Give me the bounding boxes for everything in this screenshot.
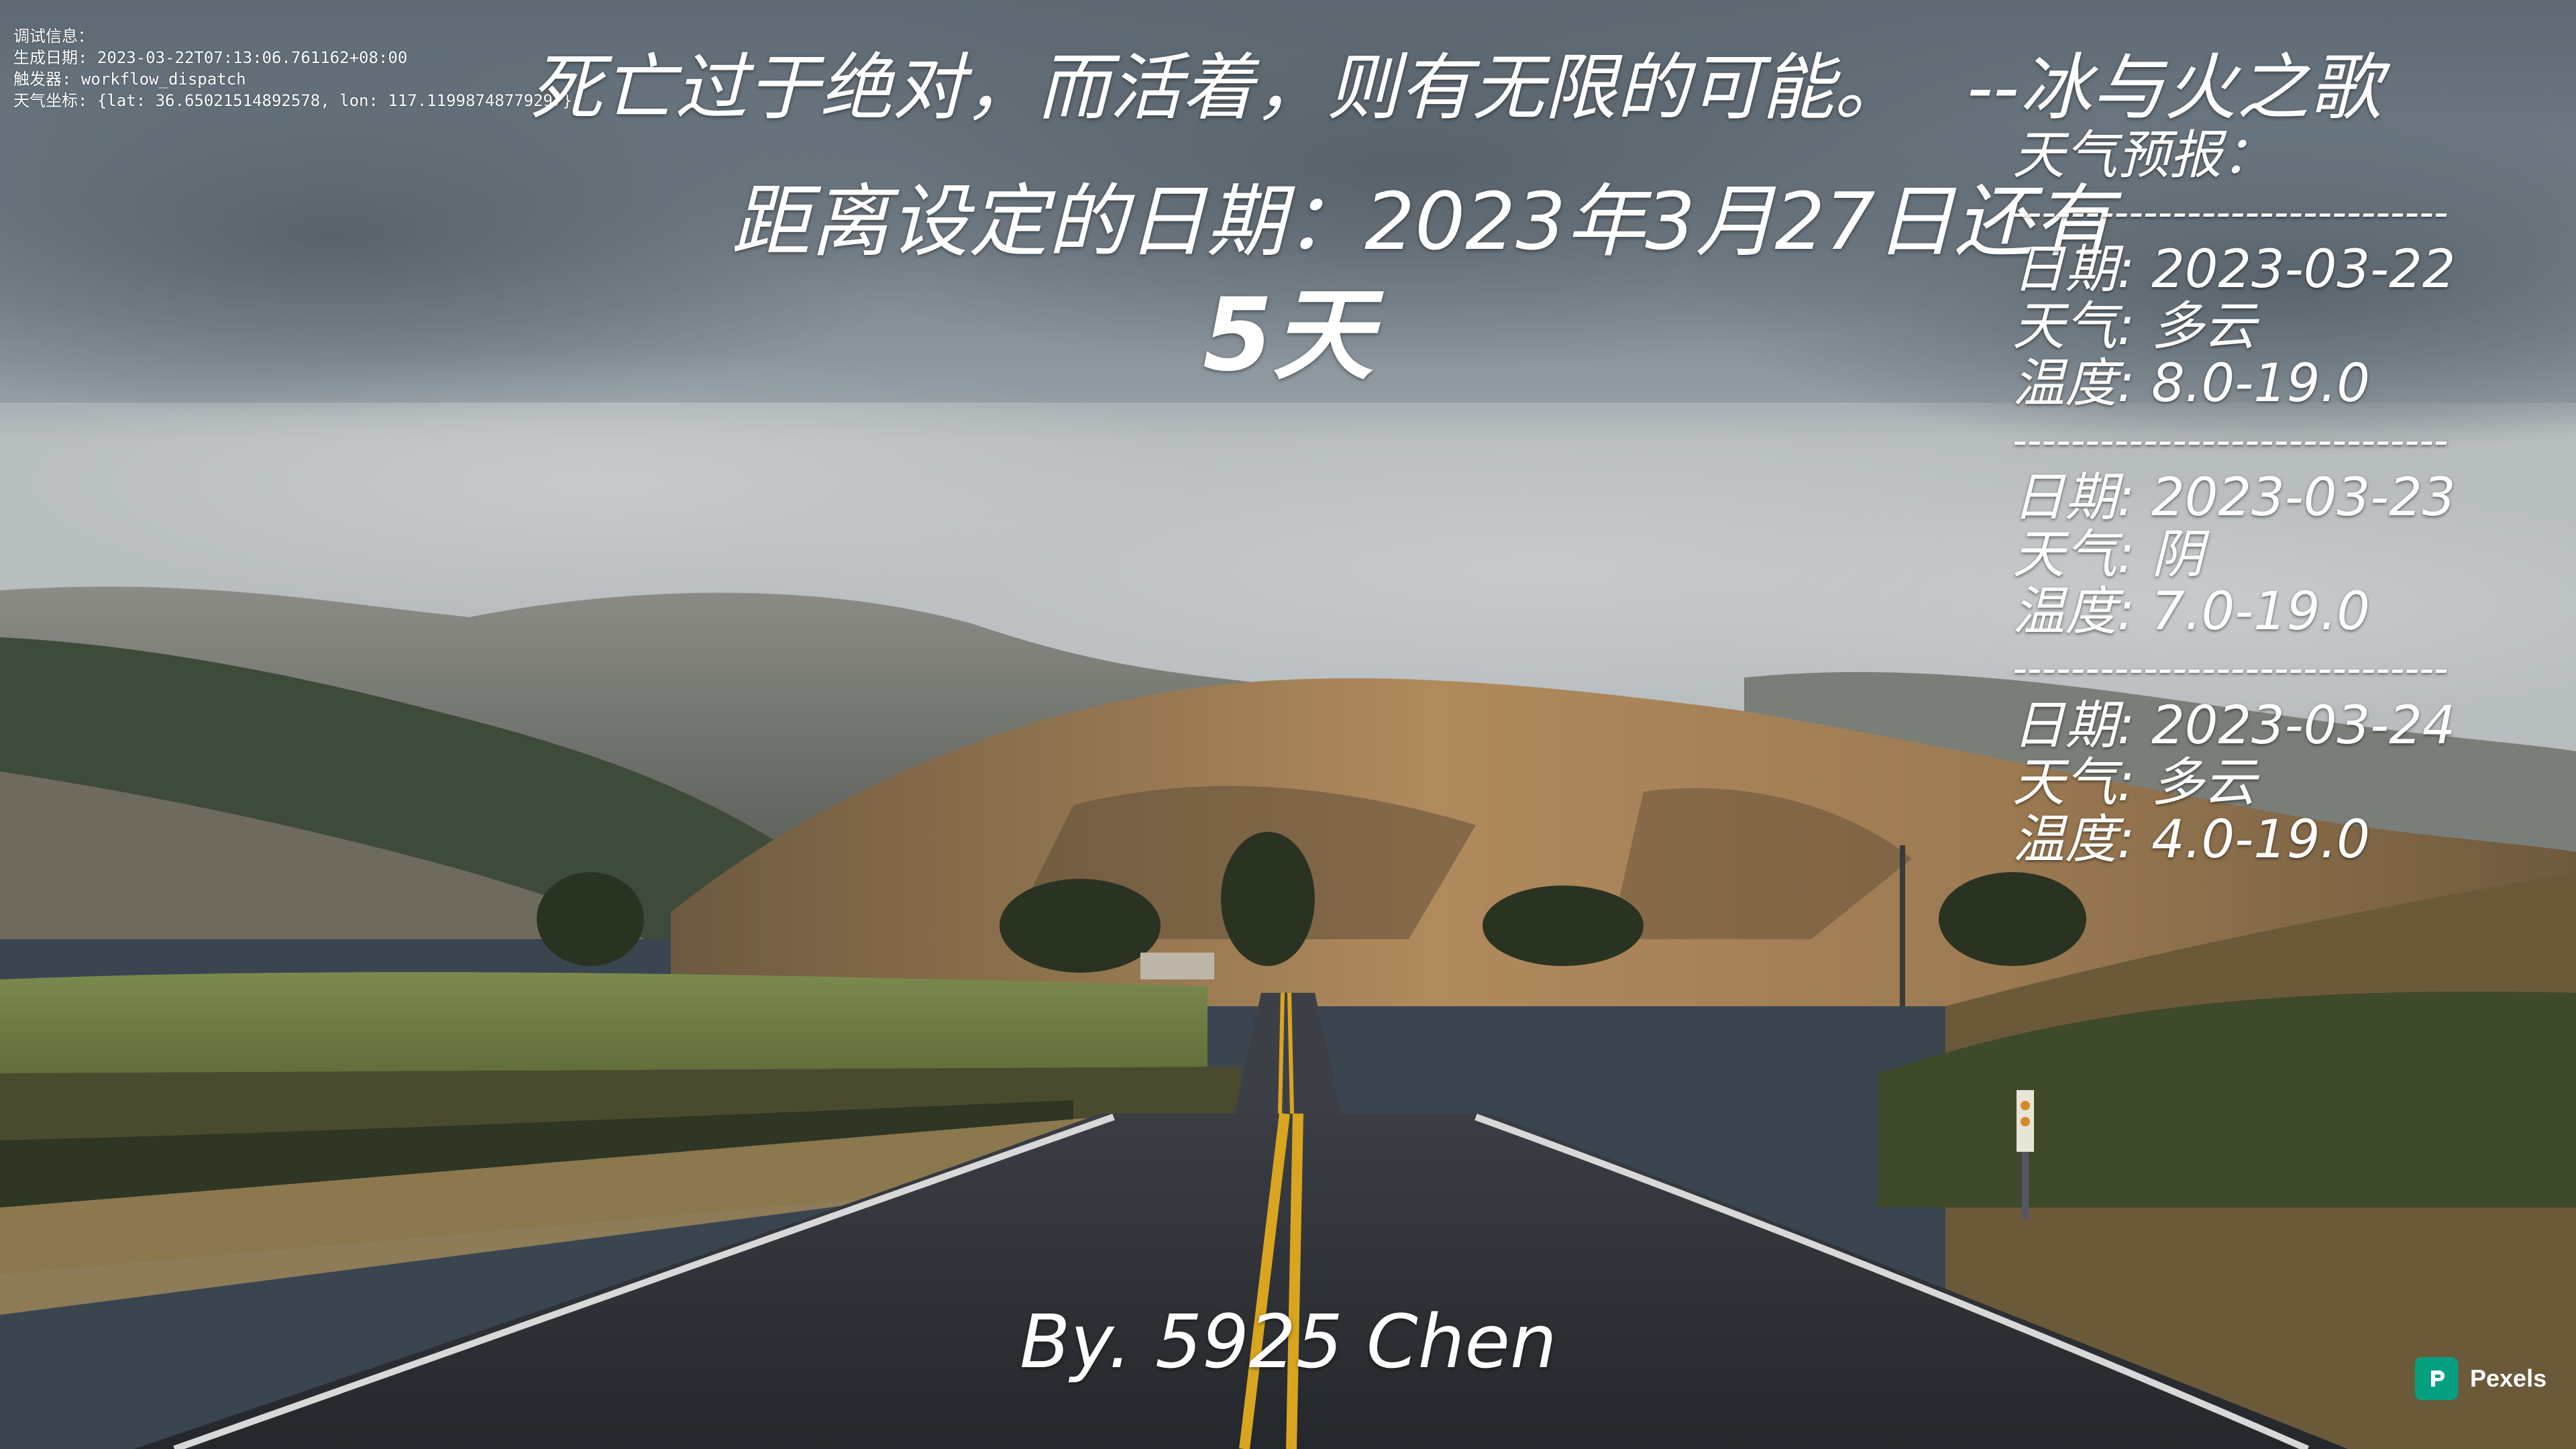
forecast-date: 日期: 2023-03-22 — [2012, 239, 2456, 300]
quote-text: 死亡过于绝对，而活着，则有无限的可能。 — [530, 46, 1907, 130]
top-overlay-band — [0, 0, 2576, 402]
debug-info: 调试信息： 生成日期: 2023-03-22T07:13:06.761162+0… — [13, 25, 572, 111]
pexels-credit[interactable]: Pexels — [2415, 1356, 2546, 1401]
forecast-condition: 天气: 阴 — [2012, 525, 2204, 585]
forecast-condition: 天气: 多云 — [2012, 753, 2257, 813]
debug-title: 调试信息： — [13, 27, 94, 46]
weather-separator: ------------------------------ — [2012, 189, 2449, 236]
author-signature: By. 5925 Chen — [1020, 1299, 1557, 1385]
pexels-logo-icon — [2415, 1357, 2458, 1400]
countdown-days: 5天 — [1202, 277, 1374, 394]
forecast-temperature: 温度: 4.0-19.0 — [2012, 810, 2370, 870]
forecast-condition: 天气: 多云 — [2012, 297, 2257, 357]
quote: 死亡过于绝对，而活着，则有无限的可能。 --冰与火之歌 — [530, 42, 2381, 136]
weather-forecast: 天气预报： ------------------------------ 日期:… — [2012, 127, 2563, 869]
pexels-label: Pexels — [2470, 1364, 2547, 1392]
countdown-label: 距离设定的日期：2023年3月27日还有 — [731, 175, 2113, 268]
debug-trigger: 触发器: workflow_dispatch — [13, 70, 246, 89]
weather-separator: ------------------------------ — [2012, 417, 2449, 464]
debug-weather-coords: 天气坐标: {lat: 36.65021514892578, lon: 117.… — [13, 91, 572, 110]
weather-title: 天气预报： — [2012, 125, 2275, 186]
forecast-date: 日期: 2023-03-24 — [2012, 696, 2456, 756]
debug-generated-date: 生成日期: 2023-03-22T07:13:06.761162+08:00 — [13, 48, 408, 67]
forecast-date: 日期: 2023-03-23 — [2012, 468, 2456, 528]
quote-author: --冰与火之歌 — [1967, 46, 2381, 130]
forecast-temperature: 温度: 7.0-19.0 — [2012, 582, 2370, 642]
weather-separator: ------------------------------ — [2012, 645, 2449, 692]
forecast-temperature: 温度: 8.0-19.0 — [2012, 354, 2370, 414]
